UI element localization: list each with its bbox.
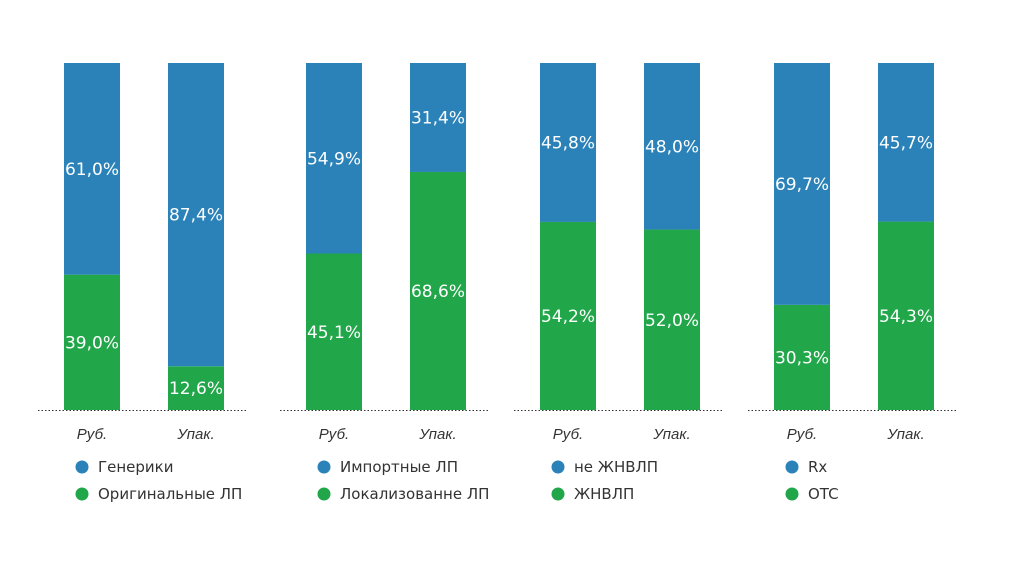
category-label: Руб.: [319, 426, 349, 443]
bar-value-label: 12,6%: [169, 379, 223, 399]
category-label: Упак.: [886, 426, 924, 443]
category-label: Руб.: [787, 426, 817, 443]
legend-marker-icon: [785, 460, 799, 474]
legend-label: Локализованне ЛП: [340, 485, 489, 503]
bar-segment-3-1-1: [540, 221, 596, 410]
bar-segment-1-1-2: [64, 63, 120, 275]
bar-value-label: 45,1%: [307, 323, 361, 343]
legend-label: Импортные ЛП: [340, 458, 458, 476]
legend-marker-icon: [317, 460, 331, 474]
bar-value-label: 52,0%: [645, 311, 699, 331]
bar-value-label: 30,3%: [775, 348, 829, 368]
bar-segment-1-2-2: [168, 63, 224, 367]
bar-segment-4-2-1: [878, 221, 934, 410]
bar-value-label: 31,4%: [411, 108, 465, 128]
legend-marker-icon: [317, 487, 331, 501]
bar-value-label: 45,8%: [541, 133, 595, 153]
bar-segment-2-1-1: [306, 253, 362, 410]
legend-label: Оригинальные ЛП: [98, 485, 242, 503]
bar-segment-1-2-1: [168, 366, 224, 410]
bar-segment-4-1-1: [774, 304, 830, 410]
legend-label: ЖНВЛП: [574, 485, 634, 503]
category-label: Упак.: [176, 426, 214, 443]
category-label: Руб.: [77, 426, 107, 443]
legend-marker-icon: [75, 487, 89, 501]
bar-segment-3-1-2: [540, 63, 596, 222]
legend-marker-icon: [551, 487, 565, 501]
category-label: Упак.: [652, 426, 690, 443]
category-label: Упак.: [418, 426, 456, 443]
legend-label: не ЖНВЛП: [574, 458, 658, 476]
bar-value-label: 45,7%: [879, 133, 933, 153]
bar-segment-2-2-2: [410, 63, 466, 172]
bar-value-label: 61,0%: [65, 160, 119, 180]
bar-segment-4-2-2: [878, 63, 934, 222]
bar-segment-3-2-1: [644, 229, 700, 410]
bar-value-label: 87,4%: [169, 206, 223, 226]
bar-segment-2-1-2: [306, 63, 362, 254]
legend-label: Rx: [808, 458, 827, 476]
legend-marker-icon: [75, 460, 89, 474]
bar-value-label: 69,7%: [775, 175, 829, 195]
bar-value-label: 54,3%: [879, 307, 933, 327]
bar-value-label: 39,0%: [65, 333, 119, 353]
category-label: Руб.: [553, 426, 583, 443]
bar-segment-3-2-2: [644, 63, 700, 230]
bar-segment-4-1-2: [774, 63, 830, 305]
legend-label: Генерики: [98, 458, 174, 476]
bar-value-label: 48,0%: [645, 137, 699, 157]
bar-segment-1-1-1: [64, 274, 120, 410]
legend-marker-icon: [785, 487, 799, 501]
legend-marker-icon: [551, 460, 565, 474]
bar-value-label: 54,9%: [307, 149, 361, 169]
bar-value-label: 54,2%: [541, 307, 595, 327]
bar-segment-2-2-1: [410, 171, 466, 410]
legend-label: OTC: [808, 485, 839, 503]
bar-value-label: 68,6%: [411, 282, 465, 302]
